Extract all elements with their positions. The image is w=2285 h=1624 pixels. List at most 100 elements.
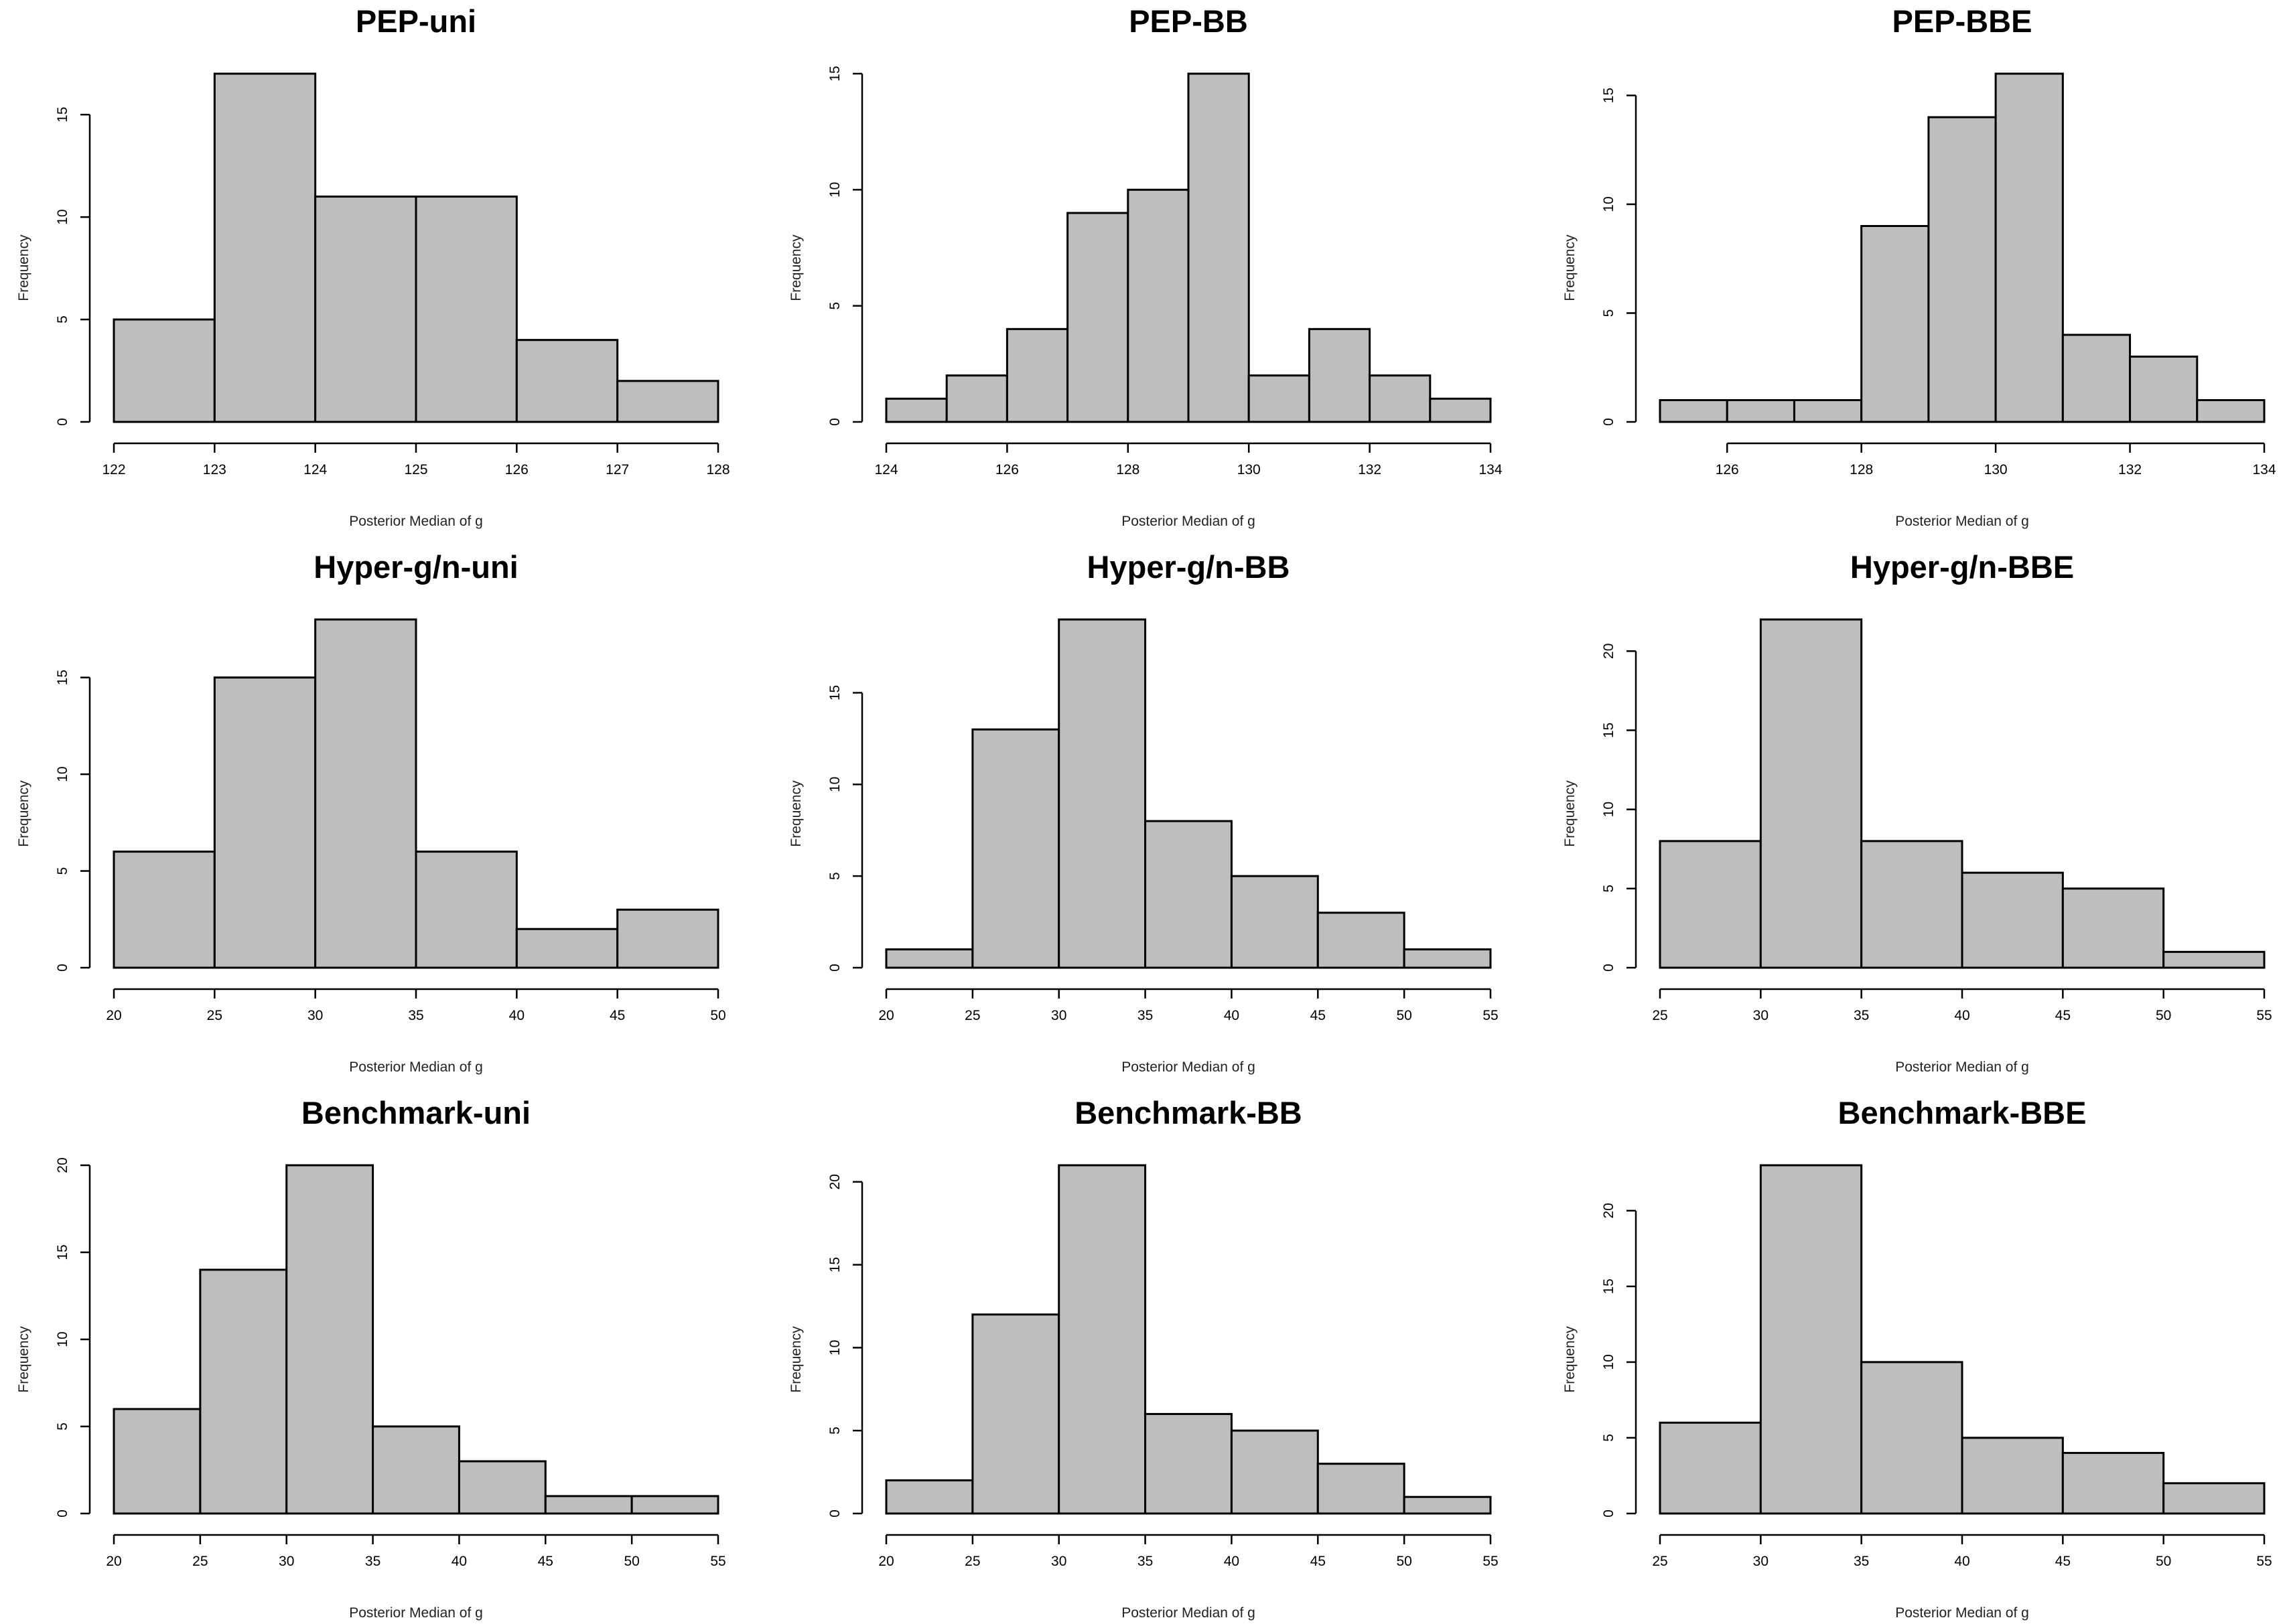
x-tick-label: 40 bbox=[1224, 1554, 1239, 1569]
histogram-bar bbox=[1726, 399, 1795, 423]
x-tick-label: 128 bbox=[1850, 462, 1873, 477]
y-tick-label: 0 bbox=[827, 964, 843, 972]
histogram-bar bbox=[1961, 1436, 2064, 1515]
histogram-bar bbox=[372, 1425, 460, 1515]
x-tick-label: 40 bbox=[1224, 1008, 1239, 1023]
histogram-bar bbox=[885, 948, 974, 969]
y-tick-label: 0 bbox=[1601, 418, 1616, 426]
x-tick-label: 55 bbox=[2256, 1008, 2272, 1023]
histogram-pep-bbe: PEP-BBE 126 128 130 132 134 0 5 10 15 Posterior Me… bbox=[1562, 3, 2276, 529]
y-tick-label: 10 bbox=[1601, 1354, 1616, 1370]
histogram-bar bbox=[113, 851, 216, 969]
x-tick-label: 25 bbox=[965, 1008, 980, 1023]
histogram-bar bbox=[2162, 1482, 2266, 1515]
histogram-bar bbox=[1058, 1164, 1147, 1515]
histogram-bar bbox=[616, 908, 719, 969]
histogram-bar bbox=[1403, 1495, 1492, 1515]
x-tick-label: 45 bbox=[1310, 1554, 1326, 1569]
x-tick-label: 126 bbox=[995, 462, 1019, 477]
x-axis-label: Posterior Median of g bbox=[349, 1059, 483, 1075]
chart-title: Hyper-g/n-BBE bbox=[1850, 549, 2074, 585]
histogram-bar bbox=[2129, 356, 2199, 423]
x-tick-label: 50 bbox=[2156, 1554, 2171, 1569]
y-tick-label: 15 bbox=[55, 670, 70, 685]
x-tick-label: 25 bbox=[965, 1554, 980, 1569]
y-tick-label: 15 bbox=[827, 685, 843, 700]
x-tick-label: 123 bbox=[203, 462, 226, 477]
y-tick-label: 10 bbox=[827, 1340, 843, 1355]
histogram-bar bbox=[1961, 871, 2064, 969]
histogram-bar bbox=[113, 1408, 202, 1515]
histogram-bar bbox=[1759, 1164, 1863, 1515]
y-tick-label: 15 bbox=[1601, 723, 1616, 738]
x-tick-label: 50 bbox=[710, 1008, 725, 1023]
histogram-bar bbox=[314, 196, 417, 423]
x-tick-label: 30 bbox=[1753, 1554, 1769, 1569]
x-tick-label: 55 bbox=[1482, 1008, 1498, 1023]
x-axis-label: Posterior Median of g bbox=[1895, 514, 2029, 529]
y-axis-label: Frequency bbox=[16, 234, 31, 301]
x-tick-label: 25 bbox=[1652, 1008, 1667, 1023]
histogram-bar bbox=[1308, 327, 1371, 423]
y-tick-label: 20 bbox=[1601, 1203, 1616, 1218]
histogram-bar bbox=[1144, 820, 1233, 969]
x-tick-label: 40 bbox=[509, 1008, 525, 1023]
histogram-bar bbox=[1230, 1429, 1319, 1515]
histogram-bar bbox=[213, 676, 317, 969]
histogram-bar bbox=[1247, 374, 1310, 423]
x-tick-label: 126 bbox=[505, 462, 529, 477]
histogram-bar bbox=[885, 397, 948, 423]
y-tick-label: 0 bbox=[55, 1509, 70, 1518]
x-tick-label: 20 bbox=[106, 1008, 121, 1023]
histogram-bar bbox=[515, 339, 619, 423]
histogram-bar bbox=[1066, 212, 1129, 423]
x-tick-label: 35 bbox=[408, 1008, 423, 1023]
chart-title: PEP-BB bbox=[1129, 3, 1248, 39]
x-tick-label: 30 bbox=[1051, 1554, 1066, 1569]
x-tick-label: 45 bbox=[2055, 1008, 2071, 1023]
y-tick-label: 10 bbox=[55, 209, 70, 224]
x-tick-label: 128 bbox=[706, 462, 730, 477]
x-tick-label: 40 bbox=[452, 1554, 467, 1569]
y-tick-label: 15 bbox=[827, 1257, 843, 1272]
x-tick-label: 50 bbox=[624, 1554, 639, 1569]
x-tick-label: 45 bbox=[538, 1554, 553, 1569]
x-tick-label: 50 bbox=[2156, 1008, 2171, 1023]
x-tick-label: 35 bbox=[1854, 1554, 1869, 1569]
x-tick-label: 30 bbox=[1753, 1008, 1769, 1023]
y-tick-label: 0 bbox=[827, 418, 843, 426]
x-tick-label: 30 bbox=[307, 1008, 323, 1023]
histogram-bar bbox=[285, 1164, 374, 1515]
x-tick-label: 50 bbox=[1396, 1008, 1411, 1023]
y-tick-label: 15 bbox=[1601, 1278, 1616, 1294]
chart-title: Benchmark-uni bbox=[301, 1095, 531, 1130]
histogram-bar bbox=[1659, 399, 1728, 423]
y-tick-label: 0 bbox=[1601, 964, 1616, 972]
x-axis-label: Posterior Median of g bbox=[1121, 514, 1255, 529]
histogram-hyper-g-n-bb: Hyper-g/n-BB 20 25 30 35 40 45 50 55 0 5 10 15 Poster… bbox=[788, 549, 1499, 1075]
x-tick-label: 35 bbox=[365, 1554, 380, 1569]
histogram-bar bbox=[1860, 840, 1963, 969]
histogram-bar bbox=[2061, 334, 2132, 423]
histogram-bar bbox=[1369, 374, 1432, 423]
histogram-bar bbox=[616, 380, 719, 423]
x-tick-label: 35 bbox=[1137, 1554, 1153, 1569]
histogram-bar bbox=[1187, 72, 1250, 423]
histogram-bar bbox=[1230, 875, 1319, 969]
x-tick-label: 55 bbox=[1482, 1554, 1498, 1569]
histogram-hyper-g-n-bbe: Hyper-g/n-BBE 25 30 35 40 45 50 55 0 5 10 15 20 Poste… bbox=[1562, 549, 2272, 1075]
x-tick-label: 134 bbox=[2252, 462, 2276, 477]
y-tick-label: 10 bbox=[827, 182, 843, 198]
x-tick-label: 40 bbox=[1954, 1554, 1969, 1569]
x-tick-label: 132 bbox=[1358, 462, 1381, 477]
y-tick-label: 15 bbox=[827, 66, 843, 81]
histogram-bar bbox=[515, 928, 619, 969]
histogram-bar bbox=[314, 618, 417, 969]
y-tick-label: 5 bbox=[1601, 1434, 1616, 1442]
x-tick-label: 25 bbox=[192, 1554, 208, 1569]
histogram-benchmark-uni: Benchmark-uni 20 25 30 35 40 45 50 55 0 5 10 15 20 Pos… bbox=[16, 1095, 726, 1621]
y-tick-label: 5 bbox=[1601, 309, 1616, 317]
histogram-bar bbox=[415, 851, 518, 969]
y-tick-label: 5 bbox=[1601, 885, 1616, 893]
